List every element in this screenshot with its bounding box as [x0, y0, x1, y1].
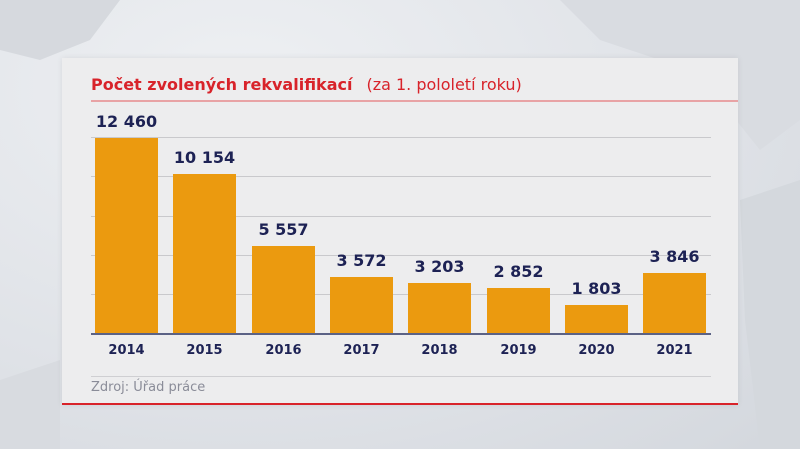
x-tick-label: 2015 [186, 343, 223, 358]
bar-2016 [252, 246, 315, 333]
bottom-accent-line [62, 403, 738, 405]
bar-2015 [173, 174, 236, 333]
value-label: 3 203 [414, 257, 465, 276]
x-tick-label: 2019 [500, 343, 537, 358]
bar-2017 [330, 277, 393, 333]
value-label: 1 803 [571, 279, 622, 298]
gridline [91, 255, 711, 256]
title-divider [91, 100, 738, 102]
bar-2021 [643, 273, 706, 333]
value-label: 5 557 [258, 220, 309, 239]
value-label: 2 852 [493, 262, 544, 281]
bar-2014 [95, 138, 158, 333]
bar-2020 [565, 305, 628, 333]
bar-chart-plot: 12 460 2014 10 154 2015 5 557 2016 3 572 2017 3 … [91, 112, 711, 358]
gridline [91, 294, 711, 295]
x-tick-label: 2014 [108, 343, 145, 358]
title-text: Počet zvolených rekvalifikací [91, 75, 353, 94]
source-divider [91, 376, 711, 377]
chart-panel: Počet zvolených rekvalifikací (za 1. polo… [62, 58, 738, 405]
bar-2019 [487, 288, 550, 333]
source-note: Zdroj: Úřad práce [91, 380, 206, 395]
gridline [91, 176, 711, 177]
x-tick-label: 2016 [265, 343, 302, 358]
chart-subtitle: (za 1. pololetí roku) [366, 75, 522, 94]
value-label: 3 846 [649, 247, 700, 266]
gridline [91, 216, 711, 217]
chart-title: Počet zvolených rekvalifikací (za 1. polo… [91, 75, 522, 94]
x-axis-baseline [91, 333, 711, 335]
x-tick-label: 2020 [578, 343, 615, 358]
x-tick-label: 2017 [343, 343, 380, 358]
gridline [91, 137, 711, 138]
value-label: 3 572 [336, 251, 387, 270]
value-label: 12 460 [95, 112, 158, 131]
x-tick-label: 2018 [421, 343, 458, 358]
x-tick-label: 2021 [656, 343, 693, 358]
value-label: 10 154 [173, 148, 236, 167]
bar-2018 [408, 283, 471, 333]
